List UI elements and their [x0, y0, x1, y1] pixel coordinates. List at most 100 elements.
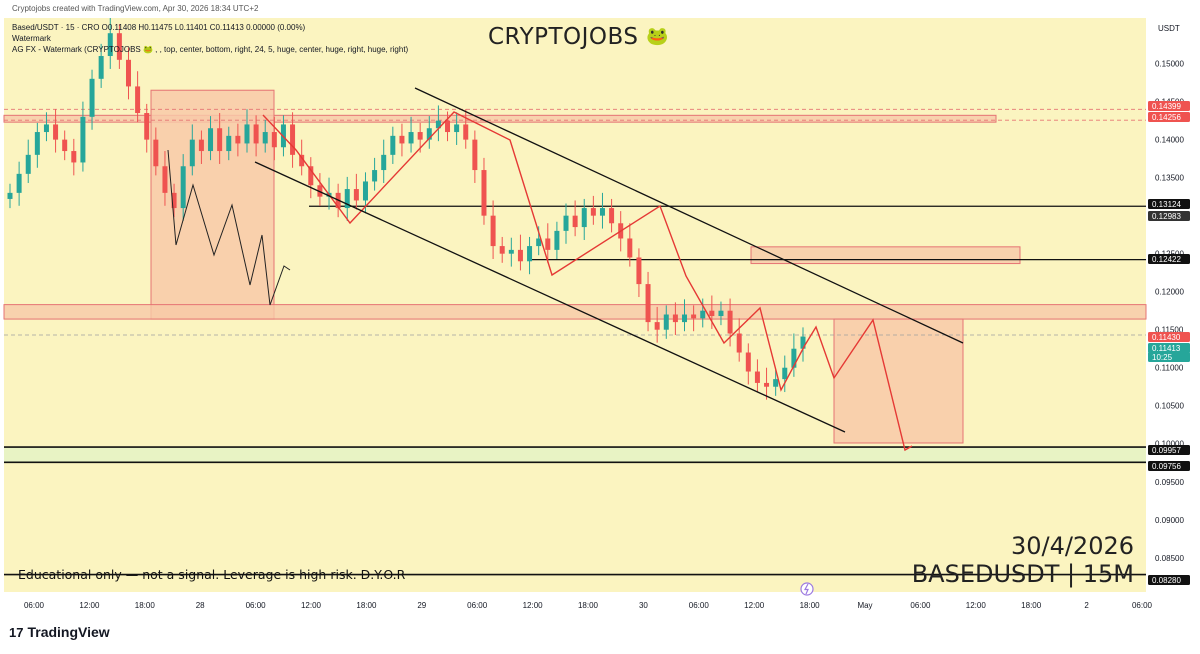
candle-body: [536, 238, 542, 247]
candle-body: [399, 135, 405, 144]
candle-body: [508, 249, 514, 254]
price-tick: 0.12000: [1155, 288, 1184, 297]
candle-body: [745, 352, 751, 372]
lightning-icon[interactable]: [800, 582, 814, 596]
candle-body: [645, 284, 651, 323]
price-tick: 0.09000: [1155, 516, 1184, 525]
candle-body: [791, 348, 797, 368]
candle-body: [208, 128, 214, 152]
hand-drawn-projection: [167, 149, 291, 306]
candle-body: [581, 208, 587, 228]
time-tick: 12:00: [966, 601, 987, 610]
candle-body: [299, 154, 305, 167]
price-label-box: [1148, 343, 1190, 353]
candle-body: [782, 367, 788, 380]
zone-resistance: [750, 246, 1021, 265]
symbol-stamp: BASEDUSDT | 15M: [911, 560, 1134, 588]
candle-body: [691, 314, 697, 319]
candle-body: [627, 238, 633, 258]
candle-body: [381, 154, 387, 171]
price-label-text: 0.13124: [1152, 200, 1181, 209]
price-label-box: [1148, 445, 1190, 455]
candle-body: [563, 215, 569, 231]
tradingview-mark-icon: 17: [9, 625, 24, 640]
candle-body: [682, 314, 688, 323]
time-tick: 06:00: [689, 601, 710, 610]
candle-body: [317, 185, 323, 197]
currency-label: USDT: [1158, 24, 1180, 33]
time-tick: 18:00: [800, 601, 821, 610]
price-label-text: 0.12422: [1152, 255, 1181, 264]
time-tick: 12:00: [523, 601, 544, 610]
price-label-text: 0.11430: [1152, 333, 1181, 342]
disclaimer-text: Educational only — not a signal. Leverag…: [18, 567, 406, 582]
price-tick: 0.09500: [1155, 478, 1184, 487]
candle-body: [308, 166, 314, 186]
indicator-line: AG FX - Watermark (CRYPTOJOBS 🐸 , , top,…: [12, 45, 409, 54]
time-tick: May: [857, 601, 872, 610]
zone-supply: [3, 114, 997, 123]
candle-body: [490, 215, 496, 247]
candle-body: [390, 135, 396, 155]
candle-body: [454, 124, 460, 133]
price-label-text: 0.09957: [1152, 446, 1181, 455]
time-tick: 18:00: [356, 601, 377, 610]
time-tick: 06:00: [910, 601, 931, 610]
price-label-box: [1148, 332, 1190, 342]
candle-body: [572, 215, 578, 228]
time-tick: 29: [417, 601, 426, 610]
candle-body: [153, 139, 159, 167]
candle-body: [171, 192, 177, 209]
candle-body: [654, 322, 660, 330]
candle-body: [727, 310, 733, 334]
time-tick: 06:00: [24, 601, 45, 610]
price-label-text: 0.12983: [1152, 212, 1181, 221]
candle-body: [736, 333, 742, 353]
candle-body: [636, 257, 642, 285]
zone-support: [4, 447, 1146, 463]
candle-body: [25, 154, 31, 174]
candle-body: [16, 173, 22, 193]
candle-body: [271, 132, 277, 148]
price-label-text: 0.14256: [1152, 113, 1181, 122]
price-tick: 0.14000: [1155, 136, 1184, 145]
candle-body: [426, 128, 432, 140]
candle-body: [43, 124, 49, 133]
price-label-text: 0.08280: [1152, 576, 1181, 585]
time-tick: 18:00: [578, 601, 599, 610]
candle-body: [599, 208, 605, 216]
tradingview-logo[interactable]: 17 TradingView: [9, 624, 110, 640]
candle-body: [116, 33, 122, 60]
candle-body: [53, 124, 59, 140]
channel-upper-line: [414, 87, 964, 344]
candle-body: [499, 246, 505, 254]
tradingview-logo-text: TradingView: [27, 624, 110, 640]
time-tick: 12:00: [79, 601, 100, 610]
candle-body: [98, 56, 104, 79]
time-axis: 06:00 12:00 18:00 28 06:00 12:00 18:00 29 06:00 1…: [24, 601, 1153, 610]
price-label-text: 10:25: [1152, 353, 1173, 362]
candle-body: [408, 132, 414, 144]
candle-body: [344, 189, 350, 209]
candle-body: [527, 246, 533, 262]
candle-body: [353, 189, 359, 201]
candle-body: [235, 135, 241, 144]
date-stamp: 30/4/2026: [1010, 532, 1134, 560]
price-label-box: [1148, 211, 1190, 221]
candle-body: [463, 124, 469, 140]
time-tick: 18:00: [1021, 601, 1042, 610]
candle-body: [435, 120, 441, 129]
price-label-box: [1148, 352, 1190, 362]
candle-body: [754, 371, 760, 383]
candle-body: [34, 132, 40, 155]
candle-body: [481, 170, 487, 216]
price-label-box: [1148, 575, 1190, 585]
time-tick: 18:00: [135, 601, 156, 610]
channel-lower-line: [254, 161, 846, 433]
candle-body: [89, 78, 95, 117]
candle-body: [162, 166, 168, 193]
candle-body: [709, 310, 715, 317]
candle-body: [700, 310, 706, 319]
candle-body: [545, 238, 551, 250]
